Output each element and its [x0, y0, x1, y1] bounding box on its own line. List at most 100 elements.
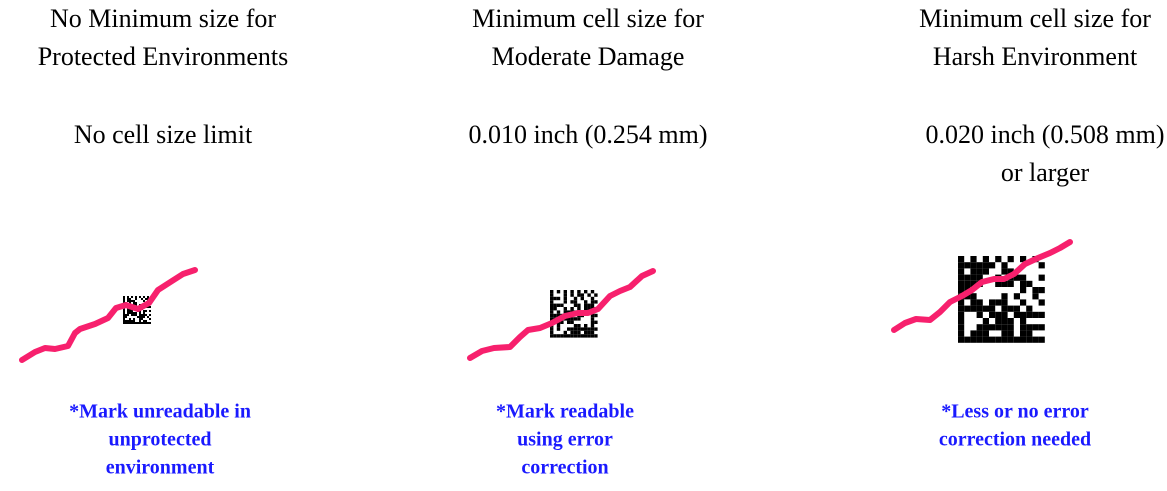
code-cell: [143, 310, 145, 312]
code-cell: [550, 310, 554, 314]
size-line: 0.020 inch (0.508 mm): [925, 120, 1164, 149]
code-cell: [584, 300, 588, 304]
code-cell: [1038, 324, 1045, 331]
code-cell: [127, 320, 129, 322]
code-cell: [1013, 305, 1020, 312]
title-line: Protected Environments: [38, 42, 289, 71]
code-cell: [143, 314, 145, 316]
code-cell: [563, 293, 567, 297]
code-cell: [1001, 299, 1008, 306]
code-cell: [553, 334, 557, 338]
code-cell: [145, 310, 147, 312]
code-cell: [560, 334, 564, 338]
code-cell: [970, 262, 977, 269]
code-cell: [133, 300, 135, 302]
code-cell: [137, 316, 139, 318]
code-cell: [550, 293, 554, 297]
code-cell: [590, 300, 595, 304]
code-cell: [976, 324, 983, 331]
code-cell: [587, 327, 591, 331]
code-cell: [976, 311, 983, 318]
code-cell: [1013, 336, 1020, 343]
code-cell: [1001, 311, 1008, 318]
code-cell: [149, 314, 151, 316]
code-cell: [123, 312, 125, 314]
code-cell: [1007, 318, 1014, 325]
code-cell: [129, 302, 131, 304]
code-cell: [149, 318, 151, 320]
code-cell: [1020, 318, 1027, 325]
code-cell: [1038, 299, 1045, 306]
code-cell: [123, 300, 125, 302]
code-cell: [129, 322, 131, 324]
code-cell: [553, 303, 557, 307]
code-cell: [141, 314, 143, 316]
scratch: [19, 267, 198, 363]
code-cell: [958, 305, 965, 312]
code-cell: [1020, 274, 1027, 281]
code-cell: [580, 293, 584, 297]
code-cell: [989, 336, 996, 343]
code-cell: [133, 320, 135, 322]
scratch: [891, 239, 1073, 333]
code-cell: [590, 327, 595, 331]
code-cell: [567, 320, 571, 324]
code-cell: [563, 290, 567, 294]
code-cell: [563, 330, 567, 335]
texts: No Minimum size for Protected Environmen…: [38, 4, 1165, 479]
note-line: *Mark readable: [496, 401, 634, 423]
code-cell: [989, 305, 996, 312]
code-cell: [145, 320, 147, 322]
code-cell: [970, 336, 977, 343]
code-cell: [1020, 299, 1027, 306]
code-cell: [594, 293, 598, 297]
code-cell: [147, 296, 149, 298]
code-cell: [139, 320, 141, 322]
code-cell: [550, 313, 554, 318]
code-cell: [143, 300, 145, 302]
code-cell: [556, 310, 561, 314]
code-cell: [580, 334, 584, 338]
code-cell: [989, 324, 996, 331]
code-cell: [1020, 336, 1027, 343]
code-cell: [989, 262, 996, 269]
code-cell: [127, 296, 129, 298]
code-cell: [550, 296, 554, 301]
code-cell: [550, 327, 554, 331]
code-cell: [147, 322, 149, 324]
code-cell: [570, 307, 574, 311]
code-cell: [1020, 324, 1027, 331]
code-cell: [1001, 305, 1008, 312]
code-cell: [995, 336, 1002, 343]
code-cell: [127, 300, 129, 302]
code-cell: [127, 312, 129, 314]
code-cell: [1038, 336, 1045, 343]
code-cell: [567, 327, 571, 331]
code-cell: [577, 307, 581, 311]
code-cell: [131, 322, 133, 324]
code-cell: [982, 330, 989, 337]
code-cell: [1026, 305, 1033, 312]
code-cell: [563, 334, 567, 338]
code-cell: [1013, 274, 1020, 281]
code-cell: [1007, 330, 1014, 337]
code-cell: [1032, 293, 1039, 300]
code-cell: [577, 293, 581, 297]
code-cell: [556, 313, 561, 318]
code-cell: [1001, 330, 1008, 337]
code-cell: [580, 327, 584, 331]
code-cell: [577, 334, 581, 338]
code-cell: [143, 296, 145, 298]
code-cell: [1026, 330, 1033, 337]
code-cell: [587, 334, 591, 338]
code-cell: [1032, 336, 1039, 343]
code-cell: [127, 314, 129, 316]
code-cell: [970, 330, 977, 337]
code-cell: [958, 262, 965, 269]
code-cell: [982, 305, 989, 312]
code-cell: [1038, 274, 1045, 281]
code-cell: [577, 330, 581, 335]
code-cell: [139, 316, 141, 318]
code-cell: [556, 296, 561, 301]
size-line: 0.010 inch (0.254 mm): [468, 120, 707, 149]
